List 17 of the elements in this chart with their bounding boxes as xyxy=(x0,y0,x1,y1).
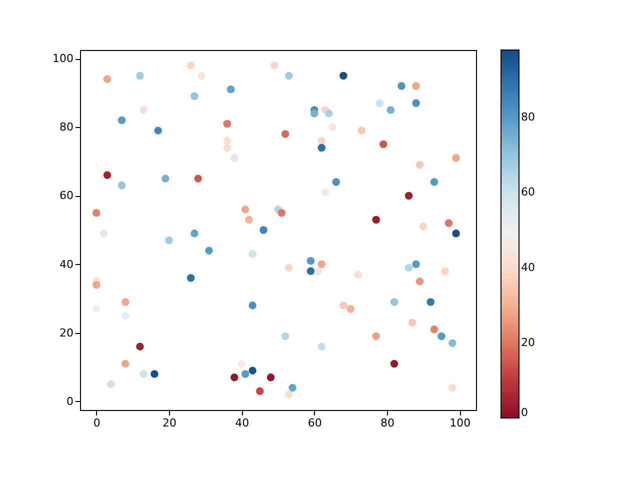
x-tick-label: 0 xyxy=(93,416,100,430)
x-tick-label: 80 xyxy=(380,416,394,430)
x-tick-label: 40 xyxy=(235,416,250,430)
y-tick-label: 60 xyxy=(60,189,74,202)
y-tick-label: 20 xyxy=(60,326,74,340)
y-tick-label: 0 xyxy=(66,394,74,408)
color-bar-label: 20 xyxy=(521,336,535,349)
x-tick-label: 100 xyxy=(450,416,471,430)
color-bar-label: 0 xyxy=(521,406,528,419)
color-bar-label: 60 xyxy=(521,186,535,199)
y-tick-label: 40 xyxy=(60,258,74,271)
color-bar-label: 40 xyxy=(521,260,535,274)
y-tick-label: 100 xyxy=(52,52,74,66)
x-tick-label: 20 xyxy=(162,416,177,430)
color-bar-label: 80 xyxy=(521,110,535,124)
x-tick-label: 60 xyxy=(308,416,322,430)
y-tick-label: 80 xyxy=(60,120,74,134)
